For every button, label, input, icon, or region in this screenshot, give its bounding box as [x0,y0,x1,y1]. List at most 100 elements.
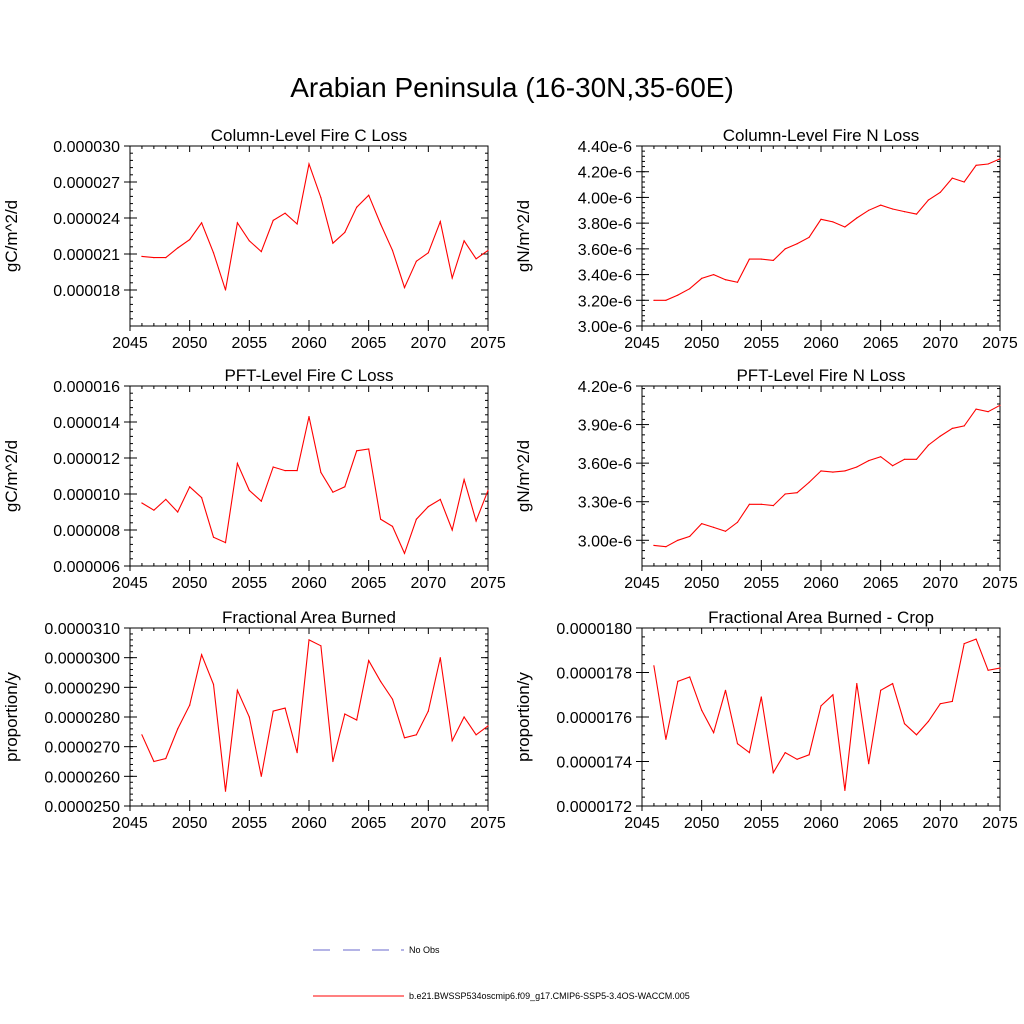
data-point [772,505,774,507]
x-tick-label: 2065 [351,575,387,592]
data-point [224,289,227,291]
y-tick-label: 0.000012 [53,451,120,468]
panel-fractional-area-burned: Fractional Area Burned proportion/y 2045 20… [2,608,506,832]
data-point [915,213,918,215]
x-tick-label: 2070 [923,575,959,592]
data-point [427,252,429,254]
y-axis-label: gN/m^2/d [514,200,533,272]
data-point [713,274,715,276]
data-point [356,206,358,208]
x-tick-label: 2060 [291,815,327,832]
data-point [760,503,762,505]
data-point [844,470,846,472]
y-tick-label: 3.20e-6 [578,293,632,310]
series-line [141,161,489,291]
y-tick-label: 0.000021 [53,247,120,264]
plot-frame [641,145,1001,327]
data-point [951,427,953,429]
x-tick-label: 2075 [470,815,506,832]
data-point [248,240,250,242]
x-tick-label: 2055 [232,575,268,592]
data-point [748,258,751,260]
data-point [212,252,215,254]
data-point [308,416,310,418]
data-point [248,716,250,718]
series-line [653,404,1001,548]
data-point [927,720,930,723]
data-point [344,231,346,233]
data-point [260,775,262,777]
data-point [832,221,834,223]
data-point [903,458,906,460]
data-point [344,713,346,715]
legend-label-run: b.e21.BWSSP534oscmip6.f09_g17.CMIP6-SSP5… [409,991,690,1001]
y-tick-label: 3.90e-6 [578,418,632,435]
data-point [284,470,286,472]
data-point [463,479,465,481]
x-tick-label: 2070 [411,815,447,832]
data-point [380,223,382,225]
data-point [689,676,691,678]
panel-title: Column-Level Fire C Loss [211,126,408,145]
data-point [868,763,870,765]
data-point [772,259,774,261]
data-point [748,752,751,754]
data-point [272,219,274,221]
data-point [236,689,238,691]
data-point [963,425,965,427]
data-point [987,163,989,165]
data-point [272,710,274,712]
x-tick-label: 2050 [172,815,208,832]
data-point [665,738,667,740]
y-axis-label: proportion/y [2,672,21,762]
x-tick-label: 2060 [803,335,839,352]
data-point [880,456,882,458]
data-point [868,209,870,211]
data-point [320,645,322,647]
y-tick-label: 0.0000310 [44,621,120,638]
data-point [439,498,441,500]
x-tick-label: 2045 [112,575,148,592]
data-point [332,242,334,244]
x-tick-label: 2060 [803,575,839,592]
y-tick-label: 0.0000270 [44,740,120,757]
data-point [713,732,715,734]
data-point [212,536,215,538]
data-point [784,752,786,754]
y-tick-label: 4.20e-6 [578,379,632,396]
data-point [391,525,394,528]
data-point [189,486,191,488]
y-axis-label: gN/m^2/d [514,440,533,512]
data-point [880,204,882,206]
y-tick-label: 0.0000178 [556,666,632,683]
y-axis-label: gC/m^2/d [2,200,21,272]
data-point [177,728,179,730]
data-point [856,466,858,468]
panel-column-level-fire-n-loss: Column-Level Fire N Loss gN/m^2/d 2045 2050… [514,126,1018,352]
data-point [487,725,489,727]
data-point [165,498,167,500]
data-point [308,163,310,165]
data-point [189,704,191,706]
x-tick-label: 2045 [624,575,660,592]
x-tick-label: 2045 [112,815,148,832]
data-point [939,191,941,193]
data-point [975,638,977,640]
figure-title: Arabian Peninsula (16-30N,35-60E) [290,72,734,103]
data-point [236,462,238,464]
data-point [724,530,727,532]
data-point [736,521,739,523]
legend-label-no-obs: No Obs [409,945,440,955]
data-point [344,486,346,488]
data-point [796,758,798,760]
legend: No Obs b.e21.BWSSP534oscmip6.f09_g17.CMIP… [313,945,690,1001]
data-point [224,542,227,544]
series-line [141,639,489,792]
panel-title: Column-Level Fire N Loss [723,126,920,145]
y-tick-label: 0.000014 [53,415,120,432]
x-tick-label: 2055 [744,575,780,592]
x-tick-label: 2065 [863,815,899,832]
data-point [403,552,406,555]
plot-frame [641,385,1001,567]
data-point [736,281,739,283]
